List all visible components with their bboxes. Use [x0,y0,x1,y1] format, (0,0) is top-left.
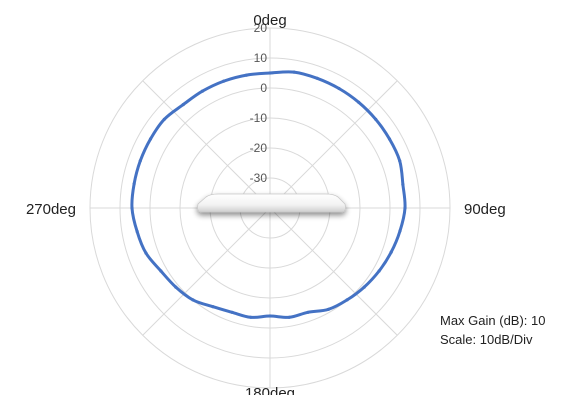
data-point [357,100,361,104]
data-point [211,305,215,309]
data-point [148,137,153,141]
grid-spoke [142,80,271,209]
data-point [306,310,310,314]
data-point [162,117,166,121]
data-point [159,269,163,273]
data-point [374,117,378,121]
r-tick-label: 20 [254,21,268,35]
direction-label: 0deg [253,12,286,29]
direction-label: 270deg [26,201,76,218]
grid-spoke [142,207,271,336]
r-tick-label: 10 [254,51,268,65]
data-point [345,298,349,302]
data-point [181,103,185,107]
grid-spoke [269,207,398,336]
data-point [315,76,319,80]
data-point [292,70,296,74]
grid-spoke [269,80,398,209]
direction-label: 180deg [245,385,295,395]
data-point [401,183,405,187]
data-point [130,206,134,210]
r-tick-labels: 20 10 0 -10 -20 -30 [250,21,268,185]
direction-labels: 0deg 90deg 180deg 270deg [26,12,506,395]
data-point [174,285,178,289]
data-point [230,310,234,314]
r-tick-label: 0 [260,81,267,95]
device-icon [197,193,346,213]
series-layer [130,70,407,319]
data-point [389,250,393,254]
data-point [191,298,195,302]
r-tick-label: -20 [250,141,268,155]
data-point [403,206,407,210]
scale-note: Scale: 10dB/Div [440,332,533,347]
data-point [268,314,272,318]
data-point [398,159,402,163]
max-gain-note: Max Gain (dB): 10 [440,313,546,328]
r-tick-label: -30 [250,171,268,185]
data-point [362,285,366,289]
data-point [398,229,402,233]
data-point [200,89,205,93]
data-point [377,269,381,273]
data-point [138,159,142,163]
direction-label: 90deg [464,201,506,218]
data-point [268,71,272,75]
data-point [144,251,148,255]
data-point [287,315,291,319]
data-point [135,229,139,233]
data-point [337,86,341,91]
data-point [326,307,331,311]
data-point [245,73,249,77]
data-point [222,79,226,83]
r-tick-label: -10 [250,111,268,125]
data-point [132,182,136,186]
data-point [249,315,253,319]
data-point [387,137,392,141]
